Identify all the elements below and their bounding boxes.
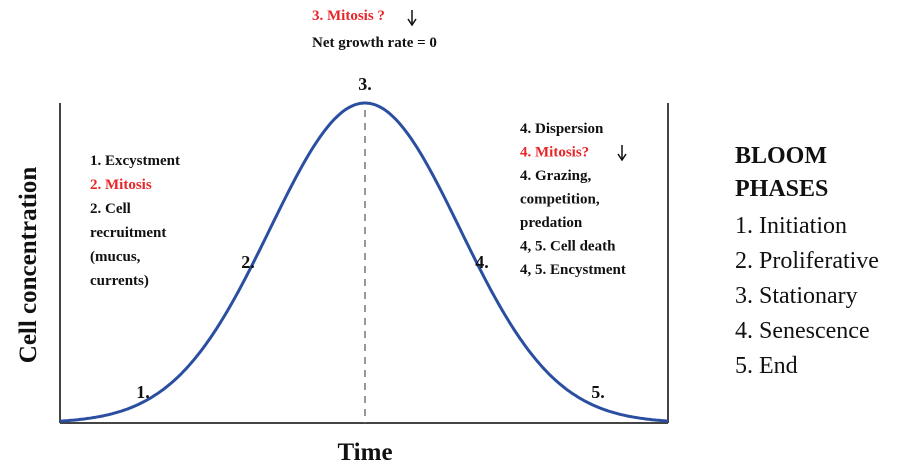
note-line: 4. Mitosis?: [520, 145, 589, 161]
note-line: 4. Grazing,: [520, 168, 591, 184]
phase-marker: 3.: [358, 74, 372, 94]
note-line: 2. Cell: [90, 201, 131, 217]
net-growth: Net growth rate = 0: [312, 35, 437, 51]
legend: BLOOM PHASES 1. Initiation 2. Proliferative…: [735, 143, 879, 379]
note-line: competition,: [520, 192, 600, 208]
phase-marker: 1.: [136, 382, 150, 402]
legend-title: BLOOM: [735, 143, 827, 169]
note-line: 2. Mitosis: [90, 177, 152, 193]
legend-item: 2. Proliferative: [735, 248, 879, 274]
note-line: currents): [90, 273, 149, 289]
right-notes: 4. Dispersion 4. Mitosis? 4. Grazing, compe…: [520, 121, 626, 278]
phase-marker: 4.: [475, 252, 489, 272]
x-axis-label: Time: [337, 439, 392, 466]
phase-marker: 5.: [591, 382, 605, 402]
down-arrow-head: [407, 18, 417, 27]
note-line: predation: [520, 215, 583, 231]
phase-marker: 2.: [241, 252, 255, 272]
note-line: recruitment: [90, 225, 166, 241]
note-line: 4, 5. Encystment: [520, 262, 626, 278]
legend-item: 4. Senescence: [735, 318, 870, 344]
left-notes: 1. Excystment 2. Mitosis 2. Cell recruitmen…: [90, 153, 180, 289]
legend-title: PHASES: [735, 176, 828, 202]
legend-item: 5. End: [735, 353, 798, 379]
bloom-curve: [59, 101, 669, 423]
note-line: 4. Dispersion: [520, 121, 604, 137]
legend-item: 1. Initiation: [735, 213, 847, 239]
note-line: 4, 5. Cell death: [520, 239, 616, 255]
peak-mitosis: 3. Mitosis ?: [312, 8, 385, 24]
note-line: 1. Excystment: [90, 153, 180, 169]
y-axis-label: Cell concentration: [15, 167, 42, 364]
note-line: (mucus,: [90, 249, 141, 265]
legend-item: 3. Stationary: [735, 283, 858, 309]
down-arrow-head: [617, 153, 627, 162]
